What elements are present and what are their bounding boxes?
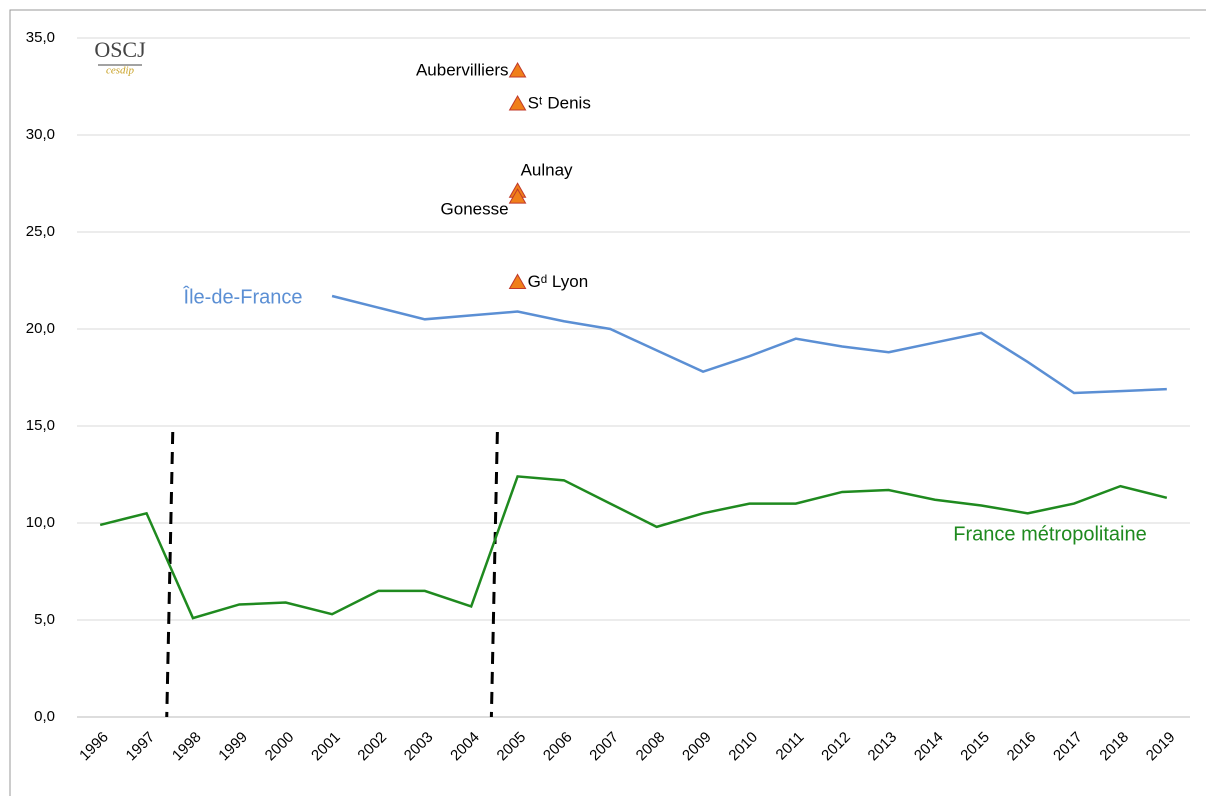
y-tick-label: 25,0 xyxy=(26,223,55,240)
point-label: Gᵈ Lyon xyxy=(528,272,589,291)
point-marker xyxy=(508,61,527,78)
x-tick-label: 2010 xyxy=(725,729,761,765)
y-tick-label: 0,0 xyxy=(34,708,55,725)
y-tick-label: 10,0 xyxy=(26,514,55,531)
x-tick-label: 2013 xyxy=(865,729,901,765)
x-tick-label: 2015 xyxy=(957,729,993,765)
x-tick-label: 2019 xyxy=(1143,729,1179,765)
x-tick-label: 1999 xyxy=(215,729,251,765)
x-tick-label: 2017 xyxy=(1050,729,1086,765)
break-marker xyxy=(489,431,499,718)
point-marker xyxy=(508,188,527,204)
x-tick-label: 2012 xyxy=(818,729,854,765)
point-marker xyxy=(508,273,527,289)
series-label: Île-de-France xyxy=(183,285,303,308)
x-tick-label: 1997 xyxy=(123,729,159,765)
y-tick-label: 20,0 xyxy=(26,320,55,337)
y-tick-label: 5,0 xyxy=(34,611,55,628)
x-tick-label: 1996 xyxy=(76,729,112,765)
x-tick-label: 2002 xyxy=(354,729,390,765)
x-tick-label: 2003 xyxy=(401,729,437,765)
x-tick-label: 1998 xyxy=(169,729,205,765)
y-tick-label: 30,0 xyxy=(26,126,55,143)
logo-title: OSCJ xyxy=(94,37,146,62)
logo-subtitle: cesdip xyxy=(106,65,135,77)
x-tick-label: 2007 xyxy=(586,729,622,765)
y-tick-label: 35,0 xyxy=(26,29,55,46)
x-tick-label: 2005 xyxy=(494,729,530,765)
x-tick-label: 2001 xyxy=(308,729,344,765)
x-tick-label: 2006 xyxy=(540,729,576,765)
point-label: Aubervilliers xyxy=(416,60,509,79)
series-label: France métropolitaine xyxy=(953,523,1146,545)
x-tick-label: 2000 xyxy=(262,729,298,765)
x-tick-label: 2016 xyxy=(1004,729,1040,765)
x-tick-label: 2011 xyxy=(773,729,808,764)
chart-frame xyxy=(9,9,1206,796)
point-label: Gonesse xyxy=(441,200,509,219)
x-tick-label: 2004 xyxy=(447,729,483,765)
x-tick-label: 2018 xyxy=(1096,729,1132,765)
break-marker xyxy=(165,431,175,718)
series-line xyxy=(331,294,1167,395)
y-tick-label: 15,0 xyxy=(26,417,55,434)
point-label: Aulnay xyxy=(521,161,573,180)
point-marker xyxy=(508,94,527,111)
series-line xyxy=(99,475,1168,620)
x-tick-label: 2014 xyxy=(911,729,947,765)
x-tick-label: 2009 xyxy=(679,729,715,765)
point-label: Sᵗ Denis xyxy=(528,93,591,112)
x-tick-label: 2008 xyxy=(633,729,669,765)
